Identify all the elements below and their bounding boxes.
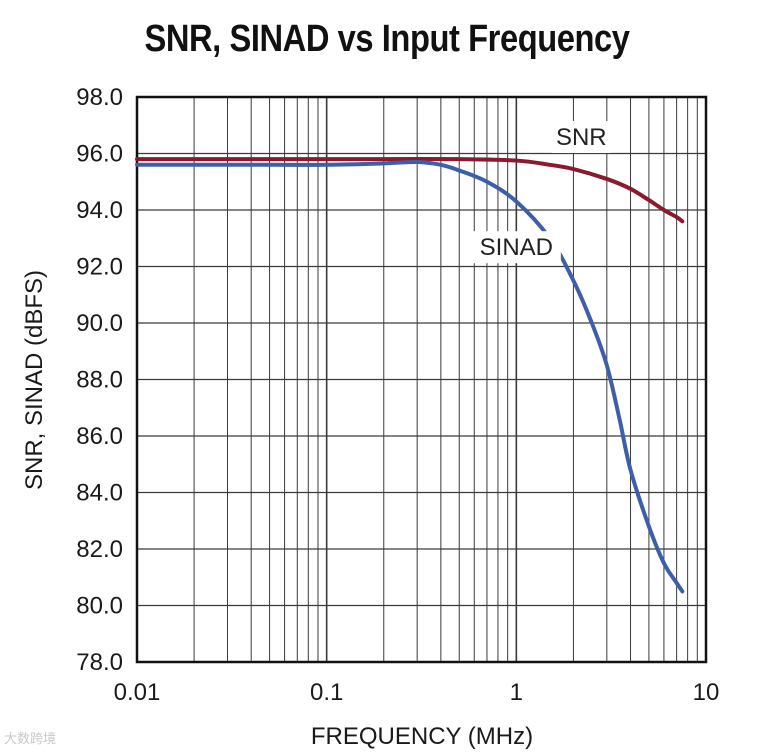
y-tick-label: 96.0 bbox=[76, 141, 123, 168]
y-tick-label: 80.0 bbox=[76, 593, 123, 620]
x-tick-label: 0.1 bbox=[310, 679, 343, 706]
chart-title: SNR, SINAD vs Input Frequency bbox=[144, 18, 630, 60]
x-tick-label: 0.01 bbox=[114, 679, 161, 706]
x-tick-label: 10 bbox=[693, 679, 720, 706]
series-line-snr bbox=[135, 157, 685, 224]
y-tick-label: 78.0 bbox=[76, 649, 123, 676]
y-axis-label: SNR, SINAD (dBFS) bbox=[21, 270, 48, 490]
annotation-background bbox=[551, 121, 611, 154]
watermark: 大数跨境 bbox=[4, 732, 57, 747]
annotation-background bbox=[471, 231, 561, 264]
y-tick-label: 82.0 bbox=[76, 536, 123, 563]
y-tick-label: 88.0 bbox=[76, 367, 123, 394]
y-tick-label: 92.0 bbox=[76, 254, 123, 281]
y-tick-label: 90.0 bbox=[76, 310, 123, 337]
y-tick-label: 94.0 bbox=[76, 197, 123, 224]
series-lines bbox=[135, 157, 685, 594]
y-tick-label: 86.0 bbox=[76, 423, 123, 450]
x-axis-label: FREQUENCY (MHz) bbox=[311, 723, 533, 750]
y-tick-label: 98.0 bbox=[76, 84, 123, 111]
grid-lines bbox=[137, 97, 706, 662]
series-annotations: SNR SINAD bbox=[471, 121, 611, 264]
y-tick-label: 84.0 bbox=[76, 480, 123, 507]
x-tick-label: 1 bbox=[510, 679, 523, 706]
plot-frame bbox=[135, 95, 708, 664]
tick-labels: 78.0 80.0 82.0 84.0 86.0 88.0 90.0 92.0 94.0 96.0… bbox=[76, 84, 719, 706]
series-line-sinad bbox=[135, 159, 685, 594]
annotation-snr: SNR bbox=[556, 124, 607, 151]
annotation-sinad: SINAD bbox=[480, 234, 553, 261]
